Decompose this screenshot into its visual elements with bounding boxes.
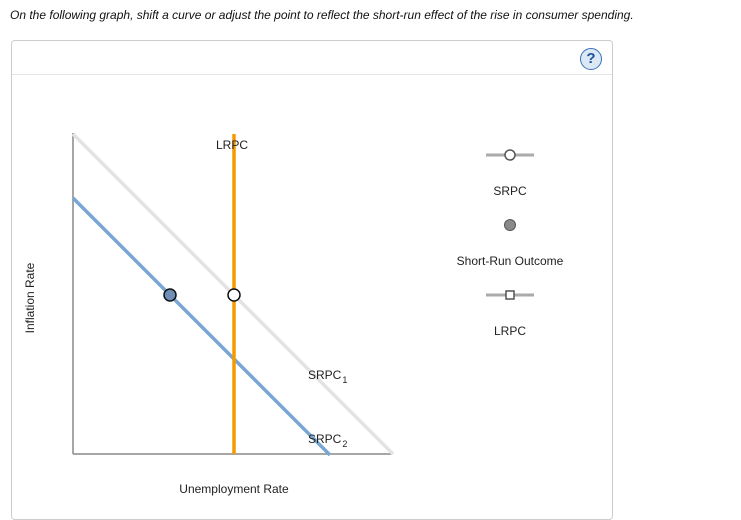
srpc1-label-subscript: 1 (342, 375, 347, 385)
short-run-outcome-point[interactable] (163, 288, 177, 302)
palette-srpc-label: SRPC (493, 184, 527, 198)
gray-dot-icon[interactable] (504, 219, 516, 231)
palette-short-run-outcome-label: Short-Run Outcome (457, 254, 564, 268)
palette-lrpc-handle[interactable] (505, 290, 515, 300)
srpc2-curve[interactable] (71, 196, 332, 457)
palette-srpc-handle[interactable] (504, 149, 516, 161)
instruction-text: On the following graph, shift a curve or… (10, 8, 634, 22)
srpc1-label: SRPC1 (308, 368, 347, 385)
lrpc-label: LRPC (216, 138, 248, 152)
palette-srpc-tool[interactable] (486, 149, 534, 161)
graph-panel: ? (11, 40, 613, 520)
x-axis-label: Unemployment Rate (179, 482, 289, 496)
srpc2-label-main: SRPC (308, 432, 342, 446)
question-mark-icon[interactable]: ? (580, 48, 602, 70)
srpc1-label-main: SRPC (308, 368, 342, 382)
y-axis-label: Inflation Rate (23, 262, 37, 333)
panel-header: ? (12, 41, 612, 75)
srpc2-label-subscript: 2 (342, 439, 347, 449)
srpc2-label: SRPC2 (308, 432, 347, 449)
equilibrium-point[interactable] (227, 288, 241, 302)
palette-lrpc-label: LRPC (494, 324, 526, 338)
palette-lrpc-tool[interactable] (486, 290, 534, 300)
